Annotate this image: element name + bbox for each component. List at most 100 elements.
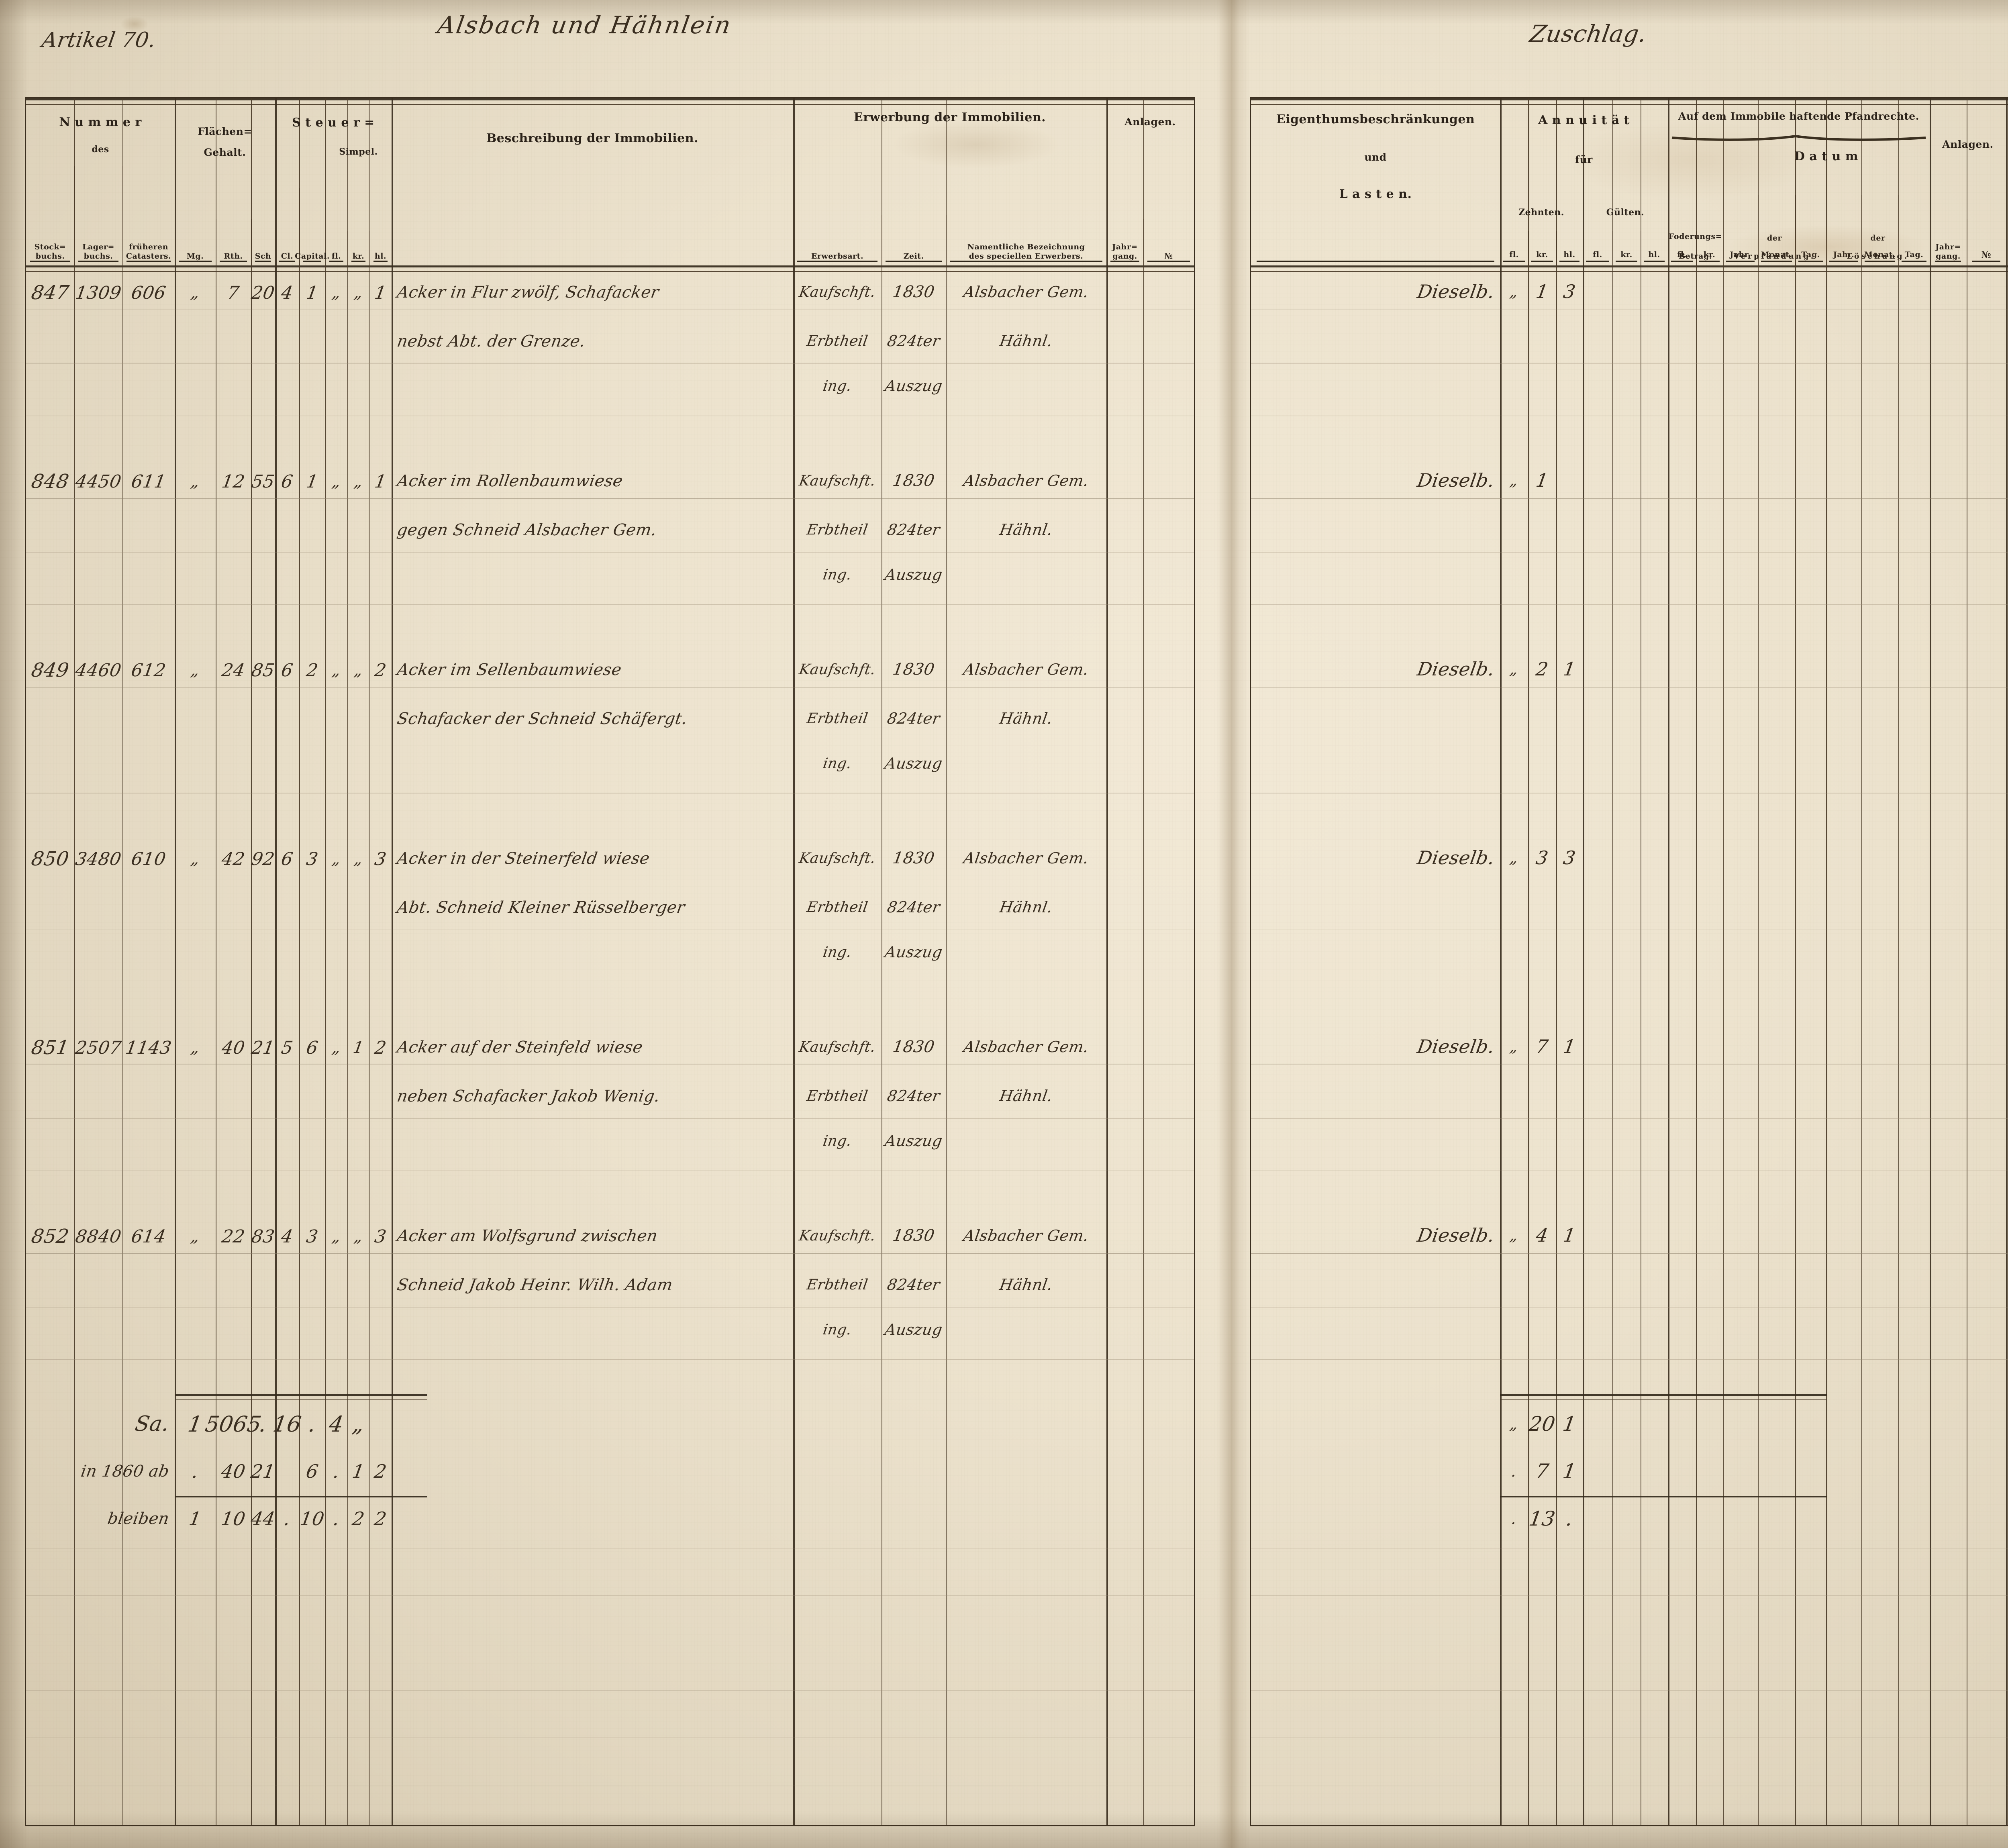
cell-beschreibung-1: Acker in Flur zwölf, Schafacker <box>396 283 661 302</box>
column-divider <box>1795 98 1796 1825</box>
cell-zeit-2: 824ter <box>886 521 941 538</box>
cell-capital: 6 <box>305 1037 320 1058</box>
col-header-line1: Cl. <box>281 252 294 261</box>
col-header-line2: buchs. <box>84 252 113 261</box>
header-anmerkungen-2: über den Abgang. <box>2006 155 2008 176</box>
col-header-4: Rth. <box>216 219 251 264</box>
brace-ornament <box>1671 135 1926 143</box>
row-divider <box>1251 1690 2008 1691</box>
cell-rth: 40 <box>220 1037 247 1058</box>
column-divider <box>1528 98 1529 1825</box>
col-header-underline <box>1699 261 1720 262</box>
cell-z_fl: „ <box>1508 471 1520 489</box>
col-header-underline <box>30 261 70 262</box>
header-subdivider <box>74 166 75 265</box>
cell-erwerber-1: Alsbacher Gem. <box>962 849 1090 867</box>
cell-erwerber-2: Hähnl. <box>998 521 1054 538</box>
col-header-jahrgang: Jahr= gang. <box>1930 219 1967 264</box>
header-subdivider <box>1612 231 1613 265</box>
cell-erwerbsart-1: Kaufschft. <box>798 850 877 867</box>
column-divider <box>1758 98 1759 1825</box>
totals-z_kr: 13 <box>1527 1507 1557 1530</box>
col-header-line2: Betrag. <box>1679 252 1712 261</box>
header-datum: D a t u m <box>1794 149 1859 164</box>
underline-nr <box>1972 261 2000 262</box>
cell-rth: 7 <box>226 282 241 303</box>
column-divider <box>1668 98 1669 1825</box>
col-header-line2: Catasters. <box>126 252 171 261</box>
col-header-line1: früheren <box>129 242 168 251</box>
header-flaechen: Flächen= <box>198 126 252 138</box>
col-header-line2: Mg. <box>186 252 204 261</box>
row-divider <box>1251 1359 2008 1360</box>
col-header-nr: № <box>1967 219 2006 264</box>
cell-erwerber-2: Hähnl. <box>998 332 1054 350</box>
cell-cataster: 606 <box>130 282 167 303</box>
cell-stock: 848 <box>30 470 71 493</box>
col-header-underline <box>886 261 942 262</box>
col-header-7: Capital. <box>295 219 329 264</box>
cell-z_fl: „ <box>1508 1226 1520 1244</box>
cell-lasten: Dieselb. <box>1416 658 1496 680</box>
cell-lasten: Dieselb. <box>1416 847 1496 869</box>
totals-rth: 5065 <box>203 1411 263 1437</box>
article-label: Artikel 70. <box>40 28 158 52</box>
header-steuer: S t e u e r = <box>292 116 375 130</box>
column-divider <box>946 98 947 1825</box>
cell-erwerber-1: Alsbacher Gem. <box>962 1227 1090 1244</box>
cell-beschreibung-2: Abt. Schneid Kleiner Rüsselberger <box>396 898 686 917</box>
totals-z_kr: 20 <box>1527 1412 1557 1436</box>
totals-capital: 10 <box>298 1508 326 1530</box>
header-simpel: Simpel. <box>339 147 378 157</box>
header-subdivider <box>122 166 123 265</box>
col-header-line1: Stock= <box>34 242 66 251</box>
header-subdivider <box>1898 195 1899 265</box>
cell-cataster: 610 <box>130 849 167 869</box>
column-divider <box>1612 98 1613 1825</box>
totals-z_hl: 1 <box>1561 1412 1578 1436</box>
cell-rth: 24 <box>220 660 247 681</box>
totals-sch: 21 <box>249 1460 277 1482</box>
cell-mg: „ <box>189 661 201 679</box>
col-header-underline <box>1616 261 1637 262</box>
cell-capital: 1 <box>305 471 320 492</box>
cell-capital: 3 <box>305 1226 320 1247</box>
cell-hl: 3 <box>373 1226 388 1247</box>
cell-stock: 847 <box>30 281 71 304</box>
column-divider <box>74 98 75 1825</box>
cell-z_kr: 1 <box>1534 281 1550 302</box>
row-divider <box>26 1359 1194 1360</box>
col-header-line2: des speciellen Erwerbers. <box>969 252 1084 261</box>
left-page-heading: Alsbach und Hähnlein <box>435 11 734 39</box>
cell-beschreibung-2: neben Schafacker Jakob Wenig. <box>396 1087 661 1106</box>
row-divider <box>1251 363 2008 364</box>
col-header-line1: Jahr= <box>1112 242 1138 251</box>
totals-mg: . <box>190 1460 200 1482</box>
cell-lager: 2507 <box>74 1037 123 1058</box>
col-header-line2: gang. <box>1936 252 1961 261</box>
cell-zeit-3: Auszug <box>884 1132 944 1150</box>
header-subdivider <box>369 231 370 265</box>
header-lasten: L a s t e n. <box>1339 187 1412 202</box>
cell-cataster: 1143 <box>124 1037 173 1058</box>
column-divider <box>1826 98 1827 1825</box>
header-subdivider <box>1861 195 1862 265</box>
col-header-underline <box>78 261 118 262</box>
row-divider <box>26 604 1194 605</box>
cell-erwerber-2: Hähnl. <box>998 898 1054 916</box>
cell-hl: 1 <box>373 471 388 492</box>
cell-z_hl: 3 <box>1561 281 1577 302</box>
col-header-symbol: № <box>1981 249 1992 260</box>
header-subdivider <box>1795 195 1796 265</box>
col-header-underline <box>329 261 343 262</box>
col-header-underline <box>1902 261 1926 262</box>
column-divider <box>325 98 326 1825</box>
cell-erwerbsart-2: Erbtheil <box>805 332 869 349</box>
cell-cataster: 611 <box>130 471 167 492</box>
totals-rule <box>1500 1496 1827 1497</box>
cell-erwerber-1: Alsbacher Gem. <box>962 1038 1090 1056</box>
row-divider <box>26 1690 1194 1691</box>
cell-mg: „ <box>189 1038 201 1057</box>
totals-cl: 16 <box>271 1411 303 1437</box>
cell-beschreibung-2: nebst Abt. der Grenze. <box>396 332 587 351</box>
